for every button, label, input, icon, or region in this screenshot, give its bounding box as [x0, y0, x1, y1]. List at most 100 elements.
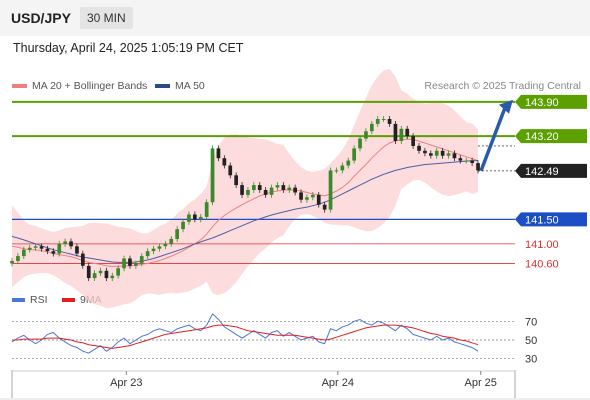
candle-body	[222, 158, 227, 166]
candle-body	[151, 248, 156, 252]
candle-body	[375, 119, 380, 124]
ma50-line	[11, 160, 478, 263]
candle-body	[69, 241, 73, 247]
candle-body	[411, 136, 415, 146]
candle-body	[39, 246, 44, 249]
level-label: 141.50	[525, 214, 559, 226]
candle-body	[440, 150, 445, 156]
candle-body	[476, 163, 480, 171]
candle-body	[122, 258, 126, 269]
candle-body	[210, 148, 215, 203]
candle-body	[464, 160, 469, 162]
rsi-line	[11, 313, 479, 354]
level-label: 140.60	[525, 258, 559, 270]
candle-body	[252, 185, 256, 190]
candle-body	[387, 119, 392, 124]
candle-body	[175, 229, 179, 239]
candle-body	[63, 241, 67, 244]
timestamp: Thursday, April 24, 2025 1:05:19 PM CET	[13, 41, 244, 55]
credit-text: Research © 2025 Trading Central	[424, 80, 581, 92]
rsi-tick-label: 50	[525, 335, 537, 347]
candle-body	[370, 123, 374, 132]
candle-body	[169, 238, 174, 244]
candle-body	[452, 153, 457, 159]
level-tag	[515, 94, 587, 109]
candle-body	[263, 190, 268, 195]
candle-body	[305, 197, 309, 200]
interval-button[interactable]: 30 MIN	[80, 7, 133, 29]
forecast-arrow-shaft	[479, 107, 507, 172]
candle-body	[240, 185, 244, 195]
candle-body	[110, 275, 115, 279]
level-label: 143.90	[525, 97, 559, 109]
candle-body	[364, 131, 368, 139]
level-label: 143.20	[525, 131, 559, 143]
candle-body	[228, 165, 233, 176]
header-bar: USD/JPY 30 MIN	[0, 0, 590, 36]
candle-body	[299, 192, 303, 200]
rsi-ma-swatch	[62, 298, 75, 303]
candle-body	[128, 258, 132, 266]
candle-body	[181, 221, 185, 230]
candle-body	[399, 128, 404, 141]
legend-rsi: RSI	[12, 294, 48, 306]
candle-body	[86, 265, 91, 279]
candle-body	[75, 246, 79, 254]
candle-body	[134, 263, 138, 266]
candle-body	[163, 243, 168, 247]
candle-body	[340, 165, 345, 171]
candle-body	[204, 202, 209, 217]
level-tag	[515, 212, 587, 227]
candle-body	[328, 170, 333, 210]
ma20-swatch	[12, 84, 27, 89]
rsi-label: RSI	[30, 294, 48, 306]
candle-body	[358, 138, 362, 149]
candle-body	[98, 270, 103, 274]
rsi-ma-line	[12, 324, 479, 349]
level-label: 141.00	[525, 239, 559, 251]
candle-body	[10, 261, 14, 264]
candle-body	[311, 194, 315, 198]
ma20-label: MA 20 + Bollinger Bands	[32, 80, 148, 92]
rsi-swatch	[12, 298, 25, 303]
candle-body	[446, 153, 451, 156]
x-tick-label: Apr 25	[464, 377, 496, 389]
candle-body	[45, 248, 50, 252]
candle-body	[334, 170, 339, 172]
candle-body	[429, 153, 433, 156]
candle-body	[381, 119, 386, 120]
candle-body	[458, 158, 463, 161]
bollinger-band	[12, 68, 478, 309]
candle-body	[104, 270, 109, 279]
candle-body	[423, 150, 427, 154]
candle-body	[293, 187, 297, 193]
legend-ma50: MA 50	[155, 80, 205, 92]
rsi-tick-label: 70	[525, 316, 537, 328]
candle-body	[145, 251, 150, 257]
candle-body	[81, 253, 85, 266]
candle-body	[51, 251, 56, 254]
level-tag	[515, 129, 587, 144]
candle-body	[193, 214, 197, 220]
candle-body	[198, 216, 203, 220]
level-label: 142.49	[525, 166, 559, 178]
x-tick-label: Apr 24	[322, 377, 354, 389]
forecast-arrow-head	[499, 99, 513, 114]
candle-body	[287, 187, 292, 190]
level-tag	[515, 163, 587, 178]
legend-ma20: MA 20 + Bollinger Bands	[12, 80, 147, 92]
candle-body	[92, 273, 97, 279]
candle-body	[322, 204, 327, 210]
candle-body	[257, 185, 262, 190]
candle-body	[470, 160, 474, 163]
rsi-tick-label: 30	[525, 354, 537, 366]
candle-body	[316, 194, 321, 205]
candle-body	[352, 148, 356, 161]
candle-body	[393, 123, 398, 141]
candle-body	[16, 256, 20, 261]
candle-body	[281, 185, 286, 190]
candle-body	[246, 190, 250, 195]
candle-body	[22, 249, 26, 257]
candle-body	[346, 160, 351, 166]
